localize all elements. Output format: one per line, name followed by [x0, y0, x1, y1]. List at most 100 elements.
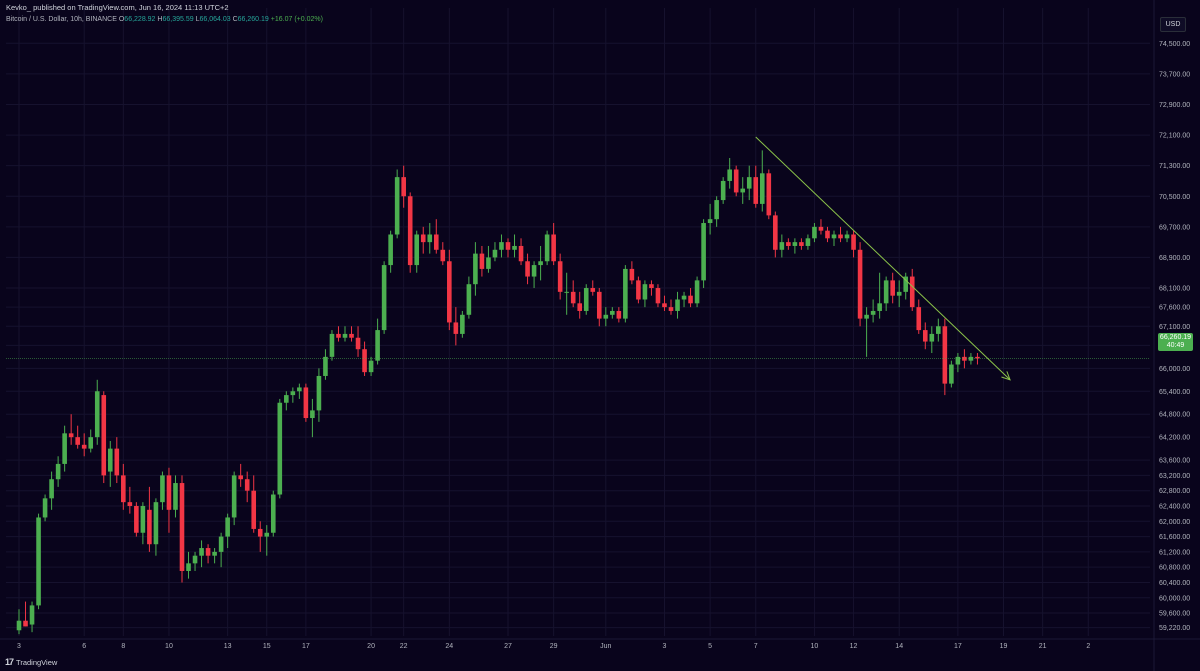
candle-body	[936, 326, 941, 334]
candle	[199, 540, 204, 568]
candle	[329, 330, 335, 361]
candle	[492, 242, 498, 262]
candle	[420, 226, 426, 254]
y-tick-label: 62,000.00	[1159, 519, 1190, 526]
candle	[407, 192, 413, 273]
x-tick-label: 8	[121, 643, 125, 650]
candle-body	[583, 288, 589, 311]
candle-body	[492, 249, 498, 258]
x-tick-label: 17	[954, 643, 962, 650]
candle-body	[68, 433, 74, 438]
candle	[179, 475, 185, 583]
candle	[107, 440, 113, 487]
candle	[336, 326, 341, 342]
candle	[453, 307, 459, 346]
candle	[759, 150, 765, 212]
candle-body	[786, 242, 791, 246]
candle-body	[733, 169, 739, 193]
candle	[720, 177, 726, 204]
candle-body	[310, 410, 315, 419]
candle-body	[681, 295, 687, 300]
candle	[799, 238, 804, 250]
candle	[949, 360, 954, 388]
candle	[205, 544, 211, 564]
candle	[212, 548, 217, 564]
y-tick-label: 69,700.00	[1159, 224, 1190, 231]
candle	[55, 456, 61, 487]
candle	[968, 353, 974, 365]
candle	[583, 284, 589, 315]
trendline-segment[interactable]	[755, 136, 1011, 381]
candle-body	[694, 280, 700, 304]
candle	[577, 291, 583, 319]
candle-body	[668, 307, 674, 311]
price-axis: 59,220.00 59,600.00 60,000.00 60,400.00 60,8…	[1159, 41, 1190, 632]
y-tick-label: 67,600.00	[1159, 305, 1190, 312]
candle	[890, 272, 895, 304]
candle	[42, 494, 48, 522]
x-tick-label: 7	[754, 643, 758, 650]
candle-body	[160, 475, 165, 503]
candle-body	[55, 463, 61, 480]
candle-body	[466, 284, 472, 315]
candle	[701, 219, 706, 289]
candle-body	[812, 226, 817, 239]
x-tick-label: Jun	[600, 643, 611, 650]
candle	[929, 326, 935, 354]
candle	[297, 383, 302, 399]
candle-body	[857, 249, 863, 319]
candle-body	[316, 375, 322, 411]
candle-body	[714, 200, 719, 220]
candle	[864, 307, 869, 357]
candle	[525, 253, 530, 285]
x-tick-label: 10	[165, 643, 173, 650]
x-tick-label: 6	[82, 643, 86, 650]
candle	[786, 238, 791, 250]
x-tick-label: 22	[400, 643, 408, 650]
candle-body	[479, 253, 485, 269]
candle-body	[838, 234, 843, 239]
candle-body	[616, 310, 622, 319]
candle-body	[942, 326, 948, 384]
y-tick-label: 61,600.00	[1159, 534, 1190, 541]
candle-body	[792, 242, 798, 246]
candle-body	[381, 265, 387, 331]
candle	[316, 368, 322, 422]
x-tick-label: 15	[263, 643, 271, 650]
candle	[473, 242, 478, 296]
candle	[388, 230, 393, 273]
candle-body	[199, 548, 204, 556]
candle	[962, 349, 967, 369]
y-tick-label: 65,400.00	[1159, 389, 1190, 396]
candle	[844, 230, 850, 243]
candle-body	[323, 356, 328, 376]
footer[interactable]: 17 TradingView	[5, 657, 57, 667]
candle	[922, 322, 928, 350]
candle	[733, 165, 739, 197]
candle	[831, 230, 837, 246]
candle	[186, 551, 191, 579]
candle	[140, 502, 146, 545]
candle-body	[284, 395, 289, 403]
candle	[257, 521, 263, 552]
candle-body	[420, 234, 426, 243]
candle	[681, 291, 687, 308]
candle	[192, 551, 198, 571]
candle	[512, 234, 517, 258]
x-tick-label: 20	[367, 643, 375, 650]
currency-button[interactable]: USD	[1160, 17, 1186, 32]
candle-body	[238, 475, 243, 480]
candle-body	[94, 391, 100, 438]
candle	[694, 276, 700, 308]
candle-body	[557, 261, 563, 292]
y-tick-label: 62,800.00	[1159, 488, 1190, 495]
candle-body	[720, 180, 726, 201]
candle-body	[127, 502, 133, 506]
candle-body	[512, 245, 517, 250]
candle	[596, 288, 602, 327]
candle	[629, 261, 635, 285]
candle-body	[929, 333, 935, 342]
candle	[590, 280, 596, 296]
